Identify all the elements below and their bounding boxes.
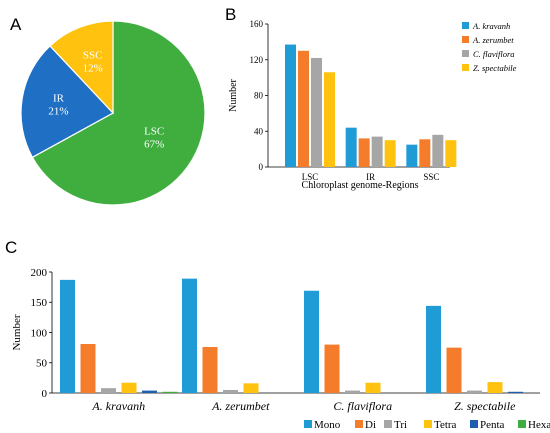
chart-c-legend-label-hexa: Hexa bbox=[528, 419, 550, 431]
chart-b-bar-a-kravanh-ssc bbox=[406, 144, 418, 167]
chart-c-bar-hexa-a-kravanh bbox=[162, 391, 178, 393]
chart-b-legend-swatch-c-flaviflora bbox=[462, 50, 469, 57]
chart-c-legend-label-tetra: Tetra bbox=[434, 419, 457, 431]
chart-c-category-label-z-spectabile: Z. spectabile bbox=[454, 399, 516, 413]
chart-c-legend-label-penta: Penta bbox=[480, 419, 505, 431]
chart-c-bar-mono-a-zerumbet bbox=[182, 278, 197, 393]
region-bar-chart: 0 40 80 120 160 Number LSC IR SSC Chloroplast gen… bbox=[228, 19, 517, 191]
pie-percent-ir: 21% bbox=[48, 105, 68, 117]
chart-b-y-axis-label: Number bbox=[228, 78, 239, 111]
chart-b-y-tick-label-80: 80 bbox=[254, 91, 264, 101]
chart-c-y-tick-label-100: 100 bbox=[31, 327, 48, 339]
chart-b-legend-swatch-z-spectabile bbox=[462, 64, 469, 71]
chart-c-y-axis-label: Number bbox=[11, 314, 23, 350]
chart-c-bar-tetra-a-kravanh bbox=[121, 382, 137, 393]
chart-b-bar-c-flaviflora-lsc bbox=[311, 57, 322, 167]
chart-b-legend-label-a-zerumbet: A. zerumbet bbox=[472, 35, 514, 45]
chart-c-bar-di-c-flaviflora bbox=[324, 344, 340, 393]
chart-b-bar-a-zerumbet-ir bbox=[358, 138, 370, 167]
chart-c-y-tick-label-0: 0 bbox=[42, 388, 48, 400]
chart-c-bar-di-a-zerumbet bbox=[202, 347, 218, 393]
chart-b-y-tick-label-40: 40 bbox=[254, 126, 264, 136]
chart-c-legend-swatch-penta bbox=[470, 420, 478, 428]
chart-b-bar-c-flaviflora-ir bbox=[371, 136, 383, 167]
pie-slice-lsc bbox=[31, 20, 206, 206]
chart-b-legend-swatch-a-kravanh bbox=[462, 22, 469, 29]
chart-b-legend-label-c-flaviflora: C. flaviflora bbox=[473, 49, 515, 59]
chart-c-legend-label-mono: Mono bbox=[314, 419, 341, 431]
pie-slice-ir bbox=[20, 45, 114, 159]
chart-c-bar-mono-a-kravanh bbox=[60, 279, 75, 393]
chart-c-bar-tri-c-flaviflora bbox=[345, 390, 360, 393]
chart-c-bar-di-z-spectabile bbox=[446, 347, 462, 393]
chart-c-y-tick-label-50: 50 bbox=[36, 358, 48, 370]
chart-b-bar-a-zerumbet-lsc bbox=[298, 50, 309, 167]
chart-c-legend-swatch-tetra bbox=[424, 420, 432, 428]
chart-c-bar-tetra-c-flaviflora bbox=[365, 382, 381, 393]
chart-b-bar-z-spectabile-ir bbox=[384, 140, 396, 167]
chart-c-legend-swatch-hexa bbox=[518, 420, 526, 428]
chart-b-y-tick-label-120: 120 bbox=[250, 55, 264, 65]
chart-b-y-tick-label-0: 0 bbox=[259, 162, 264, 172]
chart-b-category-label-ssc: SSC bbox=[423, 172, 439, 182]
pie-label-ssc: SSC bbox=[83, 50, 103, 62]
chart-c-legend-swatch-di bbox=[355, 420, 363, 428]
chart-b-bar-a-kravanh-lsc bbox=[285, 44, 296, 167]
panel-letter-c: C bbox=[5, 238, 17, 257]
chart-b-category-label-ir: IR bbox=[366, 172, 375, 182]
chart-b-category-label-lsc: LSC bbox=[302, 172, 319, 182]
chart-b-bar-z-spectabile-ssc bbox=[445, 140, 457, 167]
chart-b-y-tick-label-160: 160 bbox=[250, 19, 264, 29]
panel-letter-a: A bbox=[10, 15, 22, 34]
chart-b-bar-c-flaviflora-ssc bbox=[432, 134, 444, 167]
chart-b-legend-label-a-kravanh: A. kravanh bbox=[472, 21, 510, 31]
chart-c-bar-mono-c-flaviflora bbox=[304, 290, 319, 393]
pie-slice-ssc bbox=[49, 20, 114, 115]
chart-b-legend-swatch-a-zerumbet bbox=[462, 36, 469, 43]
chart-c-legend-swatch-tri bbox=[384, 420, 392, 428]
chart-c-legend-label-tri: Tri bbox=[394, 419, 407, 431]
chart-c-bar-mono-z-spectabile bbox=[426, 305, 441, 393]
chart-b-bar-a-zerumbet-ssc bbox=[419, 139, 431, 167]
pie-percent-ssc: 12% bbox=[83, 63, 103, 75]
chart-c-category-label-a-kravanh: A. kravanh bbox=[91, 399, 145, 413]
pie-label-ir: IR bbox=[53, 92, 65, 104]
chart-c-bar-tri-z-spectabile bbox=[467, 390, 482, 393]
chart-c-y-tick-label-150: 150 bbox=[31, 297, 48, 309]
chart-c-bar-tri-a-zerumbet bbox=[223, 389, 238, 393]
chart-c-legend-swatch-mono bbox=[304, 420, 312, 428]
chart-c-bar-penta-a-kravanh bbox=[142, 390, 157, 393]
chart-c-legend-label-di: Di bbox=[365, 419, 376, 431]
chart-b-bar-z-spectabile-lsc bbox=[324, 72, 335, 167]
ssr-type-bar-chart: 0 50 100 150 200 Number A. kravanh A. zerumbet C… bbox=[11, 267, 550, 431]
pie-label-lsc: LSC bbox=[144, 125, 164, 137]
chart-c-bar-tri-a-kravanh bbox=[101, 388, 116, 393]
pie-percent-lsc: 67% bbox=[144, 138, 164, 150]
chart-c-bar-tetra-z-spectabile bbox=[487, 382, 503, 393]
chart-c-bar-tetra-a-zerumbet bbox=[243, 383, 259, 393]
chart-b-x-axis-label: Chloroplast genome-Regions bbox=[302, 180, 419, 191]
chart-b-bar-a-kravanh-ir bbox=[345, 127, 357, 167]
chart-c-y-tick-label-200: 200 bbox=[31, 267, 48, 279]
chart-c-bar-di-a-kravanh bbox=[80, 343, 96, 393]
panel-letter-b: B bbox=[225, 5, 236, 24]
chart-c-bar-penta-z-spectabile bbox=[508, 391, 523, 393]
chart-b-legend-label-z-spectabile: Z. spectabile bbox=[473, 63, 517, 73]
chart-c-category-label-a-zerumbet: A. zerumbet bbox=[211, 399, 270, 413]
chart-c-category-label-c-flaviflora: C. flaviflora bbox=[333, 399, 392, 413]
